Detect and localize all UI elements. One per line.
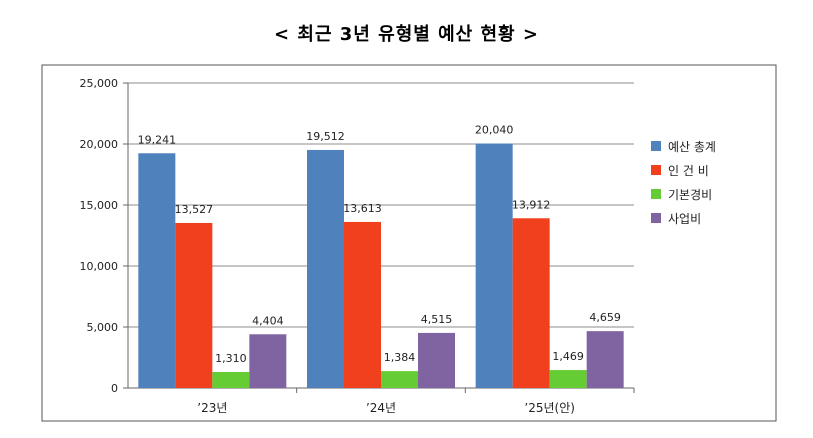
y-tick-label: 5,000	[87, 321, 119, 334]
bar	[381, 371, 418, 388]
bars	[138, 143, 624, 388]
bar	[512, 218, 550, 388]
data-label: 19,512	[306, 130, 345, 143]
y-tick-label: 20,000	[80, 138, 119, 151]
legend-swatch	[651, 213, 661, 223]
x-tick-label: ’23년	[197, 401, 227, 415]
legend-label: 인 건 비	[668, 164, 709, 178]
legend-swatch	[651, 141, 661, 151]
labels: 0 5,000 10,000 15,000 20,000 25,000 19,241 13,5…	[80, 77, 621, 415]
data-label: 4,404	[252, 314, 284, 327]
bar	[344, 221, 381, 388]
bar	[586, 331, 624, 388]
bar	[418, 332, 455, 388]
bar	[249, 334, 287, 388]
legend-label: 기본경비	[668, 188, 712, 202]
data-label: 1,469	[552, 350, 584, 363]
bar	[175, 222, 213, 388]
legend-swatch	[651, 189, 661, 199]
data-label: 1,384	[384, 351, 416, 364]
data-label: 19,241	[138, 133, 177, 146]
y-tick-label: 10,000	[80, 260, 119, 273]
bar	[138, 153, 176, 388]
data-label: 1,310	[215, 352, 247, 365]
data-label: 20,040	[475, 124, 514, 137]
data-label: 13,613	[343, 202, 382, 215]
legend-label: 예산 총계	[668, 140, 716, 154]
data-label: 13,912	[512, 198, 551, 211]
y-tick-label: 25,000	[80, 77, 119, 90]
legend-swatch	[651, 165, 661, 175]
bar	[212, 372, 250, 388]
y-tick-label: 0	[111, 382, 118, 395]
data-label: 13,527	[175, 203, 214, 216]
y-tick-label: 15,000	[80, 199, 119, 212]
data-label: 4,659	[589, 311, 621, 324]
legend-label: 사업비	[668, 212, 701, 226]
data-label: 4,515	[421, 313, 453, 326]
x-tick-label: ’25년(안)	[524, 401, 575, 415]
x-tick-label: ’24년	[366, 401, 396, 415]
bar	[475, 143, 513, 388]
chart-title: < 최근 3년 유형별 예산 현황 >	[274, 24, 539, 45]
bar	[549, 370, 587, 388]
bar	[307, 149, 344, 388]
